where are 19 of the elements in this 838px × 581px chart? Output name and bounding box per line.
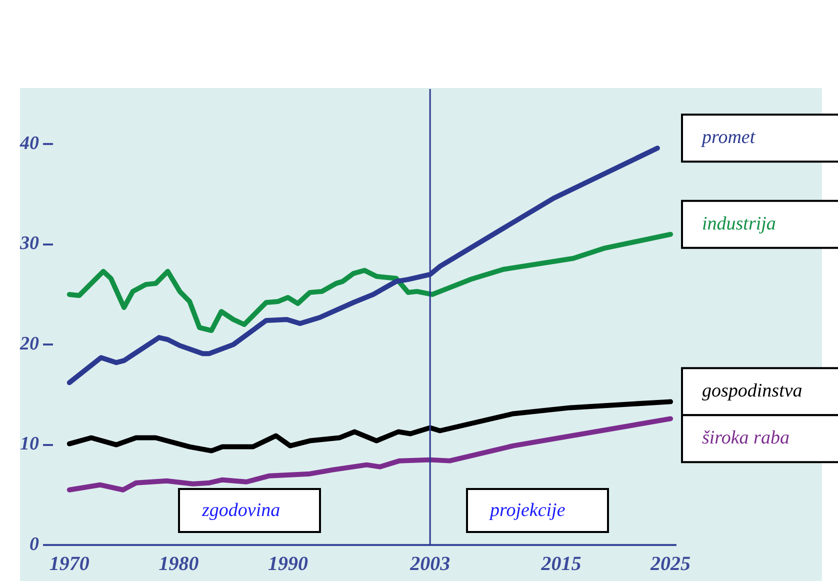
label-box: projekcije [466, 488, 609, 533]
label-box: zgodovina [178, 488, 321, 533]
series-label: široka raba [702, 428, 790, 449]
x-tick-label: 2003 [409, 553, 450, 576]
y-tick-label: 30 [19, 233, 40, 254]
annotation: zgodovina [202, 500, 280, 521]
series-label: gospodinstva [702, 380, 802, 402]
x-tick-label: 1970 [49, 553, 90, 576]
y-tick-label: 10 [20, 434, 40, 455]
annotation: projekcije [490, 500, 566, 521]
x-tick-label: 2015 [540, 553, 582, 576]
text: promet [700, 127, 756, 148]
series-label: industrija [702, 213, 776, 234]
x-tick-label: 2025 [650, 553, 691, 576]
y-tick-label: 0 [30, 534, 40, 555]
x-tick-label: 1980 [158, 553, 199, 576]
y-tick-label: 20 [19, 333, 40, 354]
y-tick-label: 40 [19, 133, 40, 154]
x-tick-label: 1990 [268, 553, 308, 576]
